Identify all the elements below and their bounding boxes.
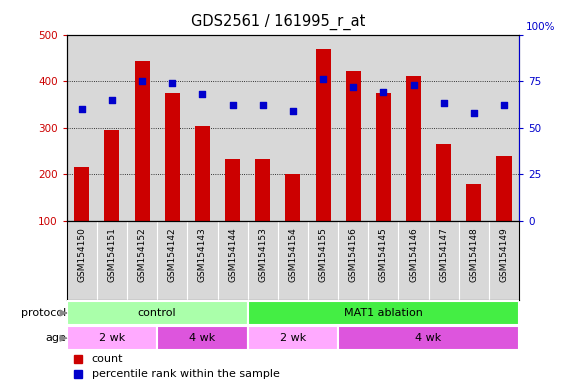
Text: GSM154145: GSM154145: [379, 227, 388, 282]
Bar: [135, 61, 150, 221]
Text: 2 wk: 2 wk: [280, 333, 306, 343]
Bar: [67, 301, 248, 325]
Bar: [67, 326, 157, 351]
Text: 4 wk: 4 wk: [415, 333, 442, 343]
Point: [499, 102, 509, 108]
Bar: [346, 71, 361, 221]
Text: GSM154152: GSM154152: [137, 227, 147, 282]
Point: [258, 102, 267, 108]
Point: [137, 78, 147, 84]
Text: GSM154148: GSM154148: [469, 227, 478, 282]
Bar: [285, 174, 300, 221]
Bar: [255, 159, 270, 221]
Text: GSM154147: GSM154147: [439, 227, 448, 282]
Point: [318, 76, 328, 82]
Text: GDS2561 / 161995_r_at: GDS2561 / 161995_r_at: [191, 13, 365, 30]
Text: GSM154153: GSM154153: [258, 227, 267, 282]
Bar: [248, 326, 338, 351]
Text: age: age: [45, 333, 66, 343]
Bar: [496, 156, 512, 221]
Point: [288, 108, 298, 114]
Point: [349, 84, 358, 90]
Point: [439, 100, 448, 106]
Bar: [338, 326, 519, 351]
Text: GSM154142: GSM154142: [168, 227, 177, 281]
Point: [228, 102, 237, 108]
Text: GSM154143: GSM154143: [198, 227, 207, 282]
Point: [409, 82, 418, 88]
Point: [198, 91, 207, 97]
Text: GSM154156: GSM154156: [349, 227, 358, 282]
Point: [77, 106, 86, 112]
Bar: [225, 159, 240, 221]
Text: 100%: 100%: [526, 22, 556, 32]
Text: 2 wk: 2 wk: [99, 333, 125, 343]
Bar: [376, 93, 391, 221]
Point: [107, 97, 117, 103]
Bar: [157, 326, 248, 351]
Bar: [165, 93, 180, 221]
Bar: [104, 130, 119, 221]
Text: MAT1 ablation: MAT1 ablation: [344, 308, 423, 318]
Point: [379, 89, 388, 95]
Bar: [466, 184, 481, 221]
Point: [168, 80, 177, 86]
Text: 4 wk: 4 wk: [189, 333, 216, 343]
Bar: [406, 76, 421, 221]
Text: GSM154146: GSM154146: [409, 227, 418, 282]
Text: count: count: [92, 354, 123, 364]
Text: control: control: [138, 308, 176, 318]
Bar: [248, 301, 519, 325]
Text: protocol: protocol: [21, 308, 66, 318]
Text: GSM154151: GSM154151: [107, 227, 117, 282]
Text: percentile rank within the sample: percentile rank within the sample: [92, 369, 280, 379]
Text: GSM154144: GSM154144: [228, 227, 237, 281]
Text: GSM154154: GSM154154: [288, 227, 298, 282]
Text: GSM154150: GSM154150: [77, 227, 86, 282]
Bar: [74, 167, 89, 221]
Text: GSM154149: GSM154149: [499, 227, 509, 282]
Bar: [195, 126, 210, 221]
Bar: [436, 144, 451, 221]
Text: GSM154155: GSM154155: [318, 227, 328, 282]
Bar: [316, 50, 331, 221]
Point: [469, 110, 478, 116]
